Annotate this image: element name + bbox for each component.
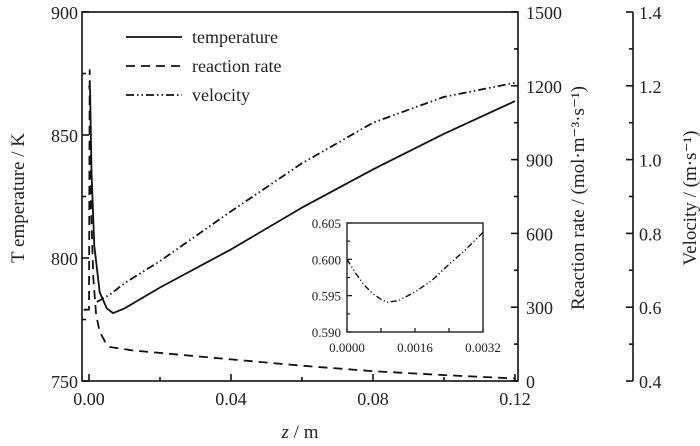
- x-axis-unit: / m: [289, 422, 319, 443]
- axes: 0.00 0.04 0.08 0.12 750 800 850 900 0 300 600 900 12…: [51, 3, 662, 409]
- inset-y-tick-label: 0.605: [312, 216, 341, 231]
- inset-y-tick-label: 0.600: [312, 252, 341, 267]
- y-left-tick-label: 750: [51, 372, 78, 392]
- y-right1-tick-label: 0: [526, 372, 535, 392]
- inset-x-tick-label: 0.0000: [329, 340, 365, 355]
- y-right1-tick-label: 300: [526, 298, 553, 318]
- y-right2-tick-label: 0.8: [639, 224, 662, 244]
- y-right1-tick-label: 1200: [526, 77, 562, 97]
- inset-chart: 0.0000 0.0016 0.0032 0.590 0.595 0.600 0.605: [312, 216, 501, 355]
- y-right1-tick-label: 600: [526, 224, 553, 244]
- legend-label-temperature: temperature: [192, 27, 278, 47]
- legend-label-velocity: velocity: [192, 85, 250, 105]
- y-right1-axis-title: Reaction rate / (mol·m⁻³·s⁻¹): [568, 86, 589, 310]
- y-right2-axis-title: Velocity / (m·s⁻¹): [680, 131, 700, 266]
- inset-x-tick-label: 0.0032: [465, 340, 501, 355]
- legend-label-reaction-rate: reaction rate: [192, 56, 281, 76]
- y-left-tick-label: 900: [51, 3, 78, 23]
- legend: temperature reaction rate velocity: [126, 27, 281, 105]
- y-left-tick-label: 850: [51, 126, 78, 146]
- y-right1-tick-label: 1500: [526, 3, 562, 23]
- x-axis-variable: z: [281, 422, 290, 443]
- series-temperature: [88, 85, 516, 314]
- inset-x-tick-label: 0.0016: [397, 340, 433, 355]
- y-right2-tick-label: 1.4: [639, 3, 662, 23]
- x-tick-label: 0.08: [357, 389, 389, 409]
- x-axis-title: z / m: [281, 422, 319, 443]
- curves: [83, 69, 516, 380]
- y-right1-tick-label: 900: [526, 151, 553, 171]
- y-left-tick-label: 800: [51, 249, 78, 269]
- inset-frame: [346, 222, 484, 333]
- y-right2-tick-label: 1.0: [639, 151, 662, 171]
- y-right2-tick-label: 0.4: [639, 372, 662, 392]
- inset-y-tick-label: 0.595: [312, 289, 341, 304]
- y-right2-tick-label: 1.2: [639, 77, 662, 97]
- y-left-axis-title: T emperature / K: [8, 133, 29, 263]
- y-right2-tick-label: 0.6: [639, 298, 662, 318]
- series-velocity: [96, 81, 516, 303]
- series-reaction-rate: [83, 69, 516, 380]
- inset-y-tick-label: 0.590: [312, 325, 341, 340]
- x-tick-label: 0.12: [499, 389, 531, 409]
- x-tick-label: 0.00: [73, 389, 105, 409]
- inset-series-velocity: [346, 231, 484, 303]
- x-tick-label: 0.04: [215, 389, 247, 409]
